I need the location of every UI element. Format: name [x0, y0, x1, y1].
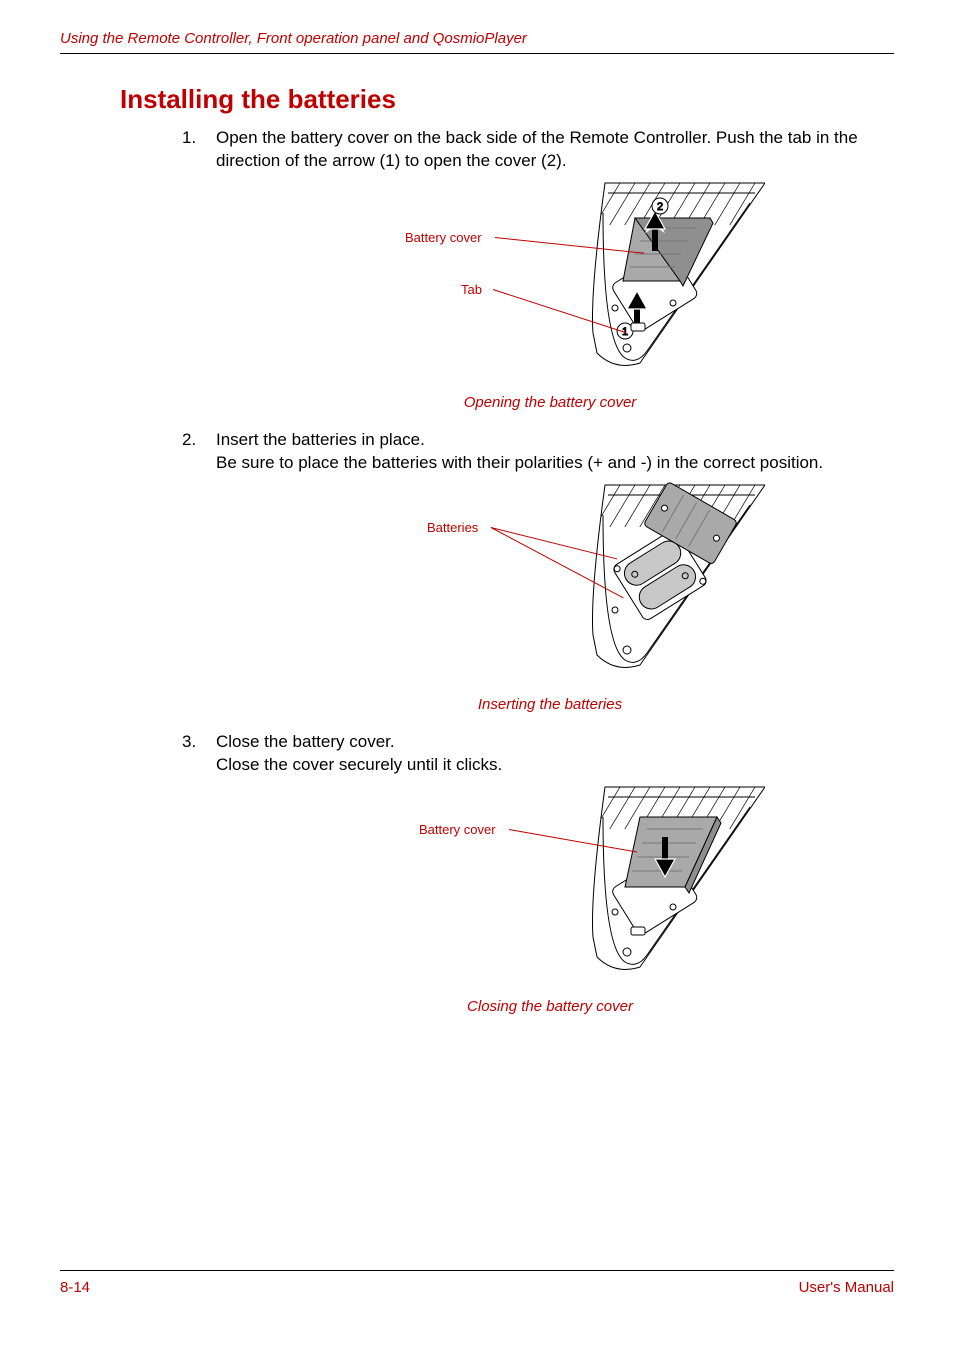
section-title: Installing the batteries	[120, 84, 894, 115]
figure-3: Battery cover Closing the battery cover	[216, 787, 884, 1017]
step-3: 3. Close the battery cover. Close the co…	[182, 731, 884, 1017]
manual-title: User's Manual	[799, 1279, 894, 1296]
remote-open-cover-icon: 2 1	[505, 173, 765, 373]
steps-list: 1. Open the battery cover on the back si…	[182, 127, 884, 1017]
step-2-number: 2.	[182, 429, 196, 452]
figure-1-box: 2 1 Battery cover	[335, 183, 765, 383]
step-1-text: Open the battery cover on the back side …	[216, 128, 858, 170]
marker-2: 2	[657, 201, 663, 213]
step-1-number: 1.	[182, 127, 196, 150]
page: Using the Remote Controller, Front opera…	[0, 0, 954, 1352]
page-number: 8-14	[60, 1279, 90, 1296]
figure-3-box: Battery cover	[335, 787, 765, 987]
callout-battery-cover-1: Battery cover	[405, 229, 482, 247]
figure-1-caption: Opening the battery cover	[464, 393, 637, 413]
figure-1: 2 1 Battery cover	[216, 183, 884, 413]
step-3-number: 3.	[182, 731, 196, 754]
step-2: 2. Insert the batteries in place. Be sur…	[182, 429, 884, 715]
callout-battery-cover-3: Battery cover	[419, 821, 496, 839]
figure-2-caption: Inserting the batteries	[478, 695, 622, 715]
step-3-text: Close the battery cover. Close the cover…	[216, 732, 502, 774]
figure-2: Batteries Inserting the batteries	[216, 485, 884, 715]
callout-tab: Tab	[461, 281, 482, 299]
remote-insert-batteries-icon	[505, 475, 765, 675]
step-2-text: Insert the batteries in place. Be sure t…	[216, 430, 823, 472]
page-footer: 8-14 User's Manual	[60, 1270, 894, 1296]
figure-3-caption: Closing the battery cover	[467, 997, 633, 1017]
remote-close-cover-icon	[505, 777, 765, 977]
running-header: Using the Remote Controller, Front opera…	[60, 30, 894, 54]
step-1: 1. Open the battery cover on the back si…	[182, 127, 884, 413]
figure-2-box: Batteries	[335, 485, 765, 685]
callout-batteries: Batteries	[427, 519, 478, 537]
